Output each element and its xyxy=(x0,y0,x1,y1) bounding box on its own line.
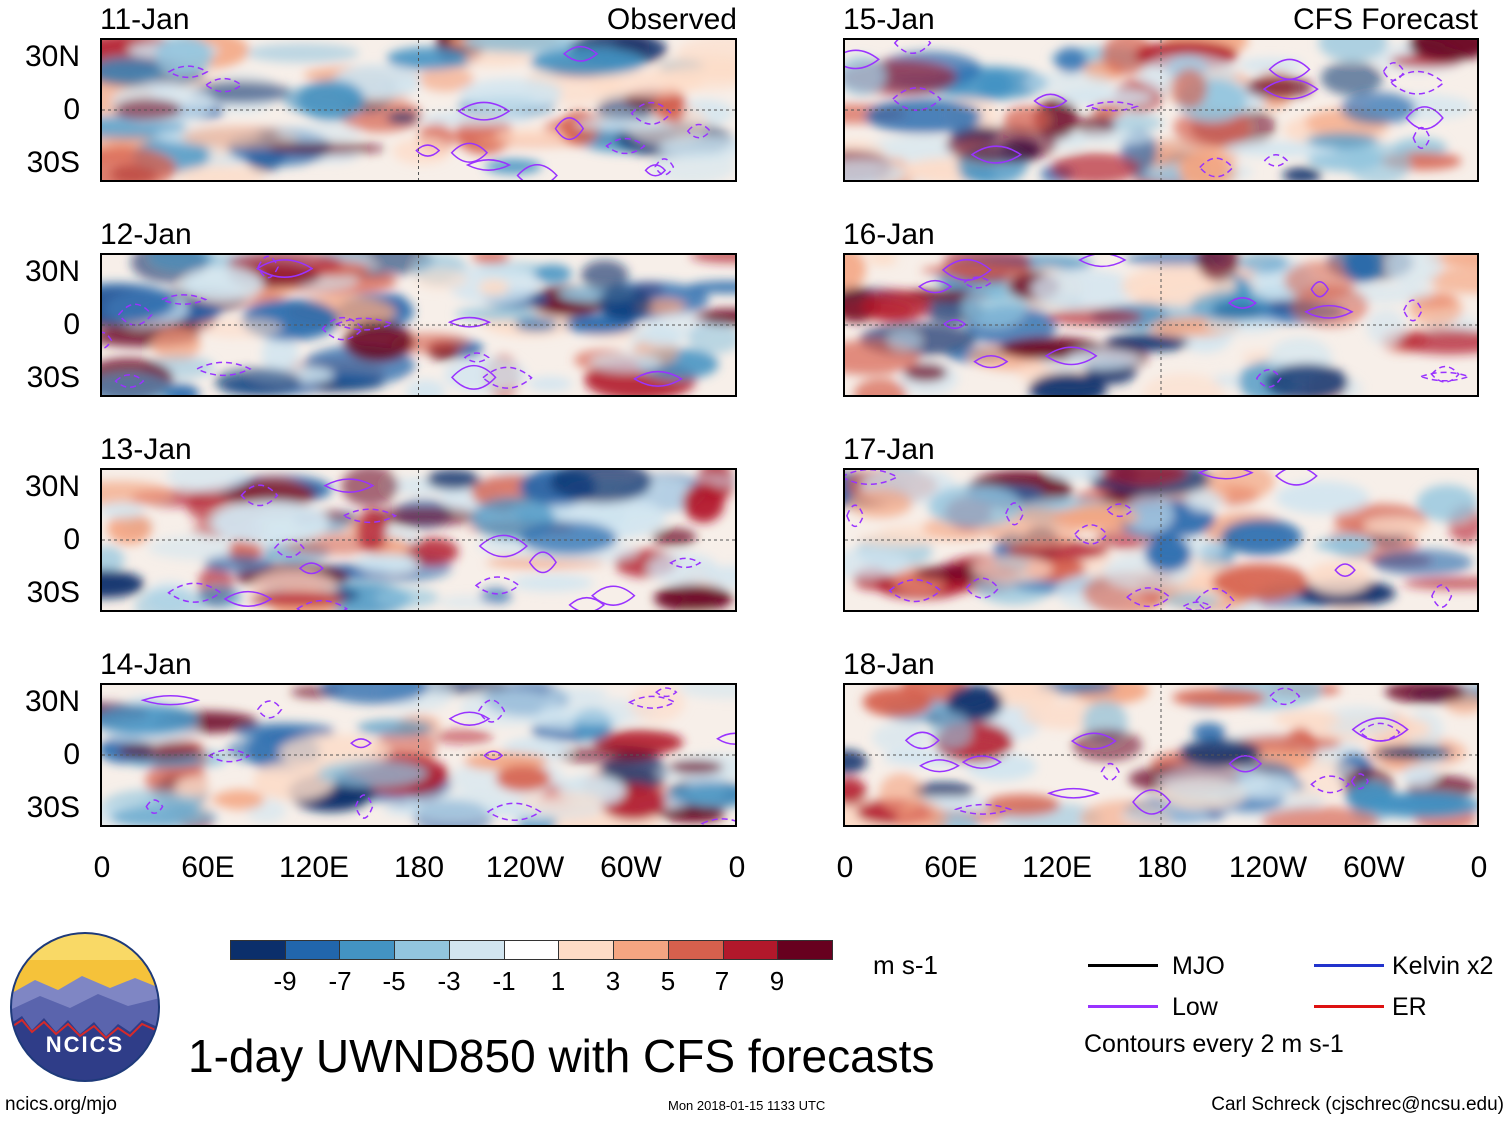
map-panel-15jan xyxy=(843,38,1479,182)
lat-label-30s: 30S xyxy=(26,791,80,824)
lat-label-30n: 30N xyxy=(24,255,80,288)
colorbar-label: -7 xyxy=(328,966,352,996)
map-panel-14jan xyxy=(100,683,737,827)
lat-label-0: 0 xyxy=(63,93,80,126)
lon-label-0: 0 xyxy=(836,851,854,884)
panel-date-15jan: 15-Jan xyxy=(843,3,935,36)
lat-label-30s: 30S xyxy=(26,146,80,179)
lon-label-60w: 60W xyxy=(600,851,662,884)
lon-label-0: 0 xyxy=(93,851,111,884)
map-panel-11jan xyxy=(100,38,737,182)
lon-label-120e: 120E xyxy=(278,851,350,884)
lat-label-30n: 30N xyxy=(24,470,80,503)
colorbar-swatch xyxy=(394,940,450,960)
wind-anomaly-field xyxy=(102,685,735,825)
legend-label-mjo: MJO xyxy=(1172,952,1225,980)
map-panel-16jan xyxy=(843,253,1479,397)
lat-label-30s: 30S xyxy=(26,361,80,394)
lat-label-0: 0 xyxy=(63,308,80,341)
lat-label-0: 0 xyxy=(63,738,80,771)
colorbar-label: 7 xyxy=(714,966,730,996)
colorbar-swatch xyxy=(284,940,341,960)
panel-source-observed: Observed xyxy=(606,3,737,36)
legend-line-low xyxy=(1088,1005,1158,1008)
ncics-logo: NCICS xyxy=(10,932,160,1082)
legend-line-er xyxy=(1314,1005,1384,1008)
colorbar-label: -5 xyxy=(382,966,406,996)
ncics-logo-graphic xyxy=(10,932,160,1082)
lon-label-180: 180 xyxy=(1136,851,1188,884)
panel-date-12jan: 12-Jan xyxy=(100,218,192,251)
map-panel-13jan xyxy=(100,468,737,612)
lon-label-120w: 120W xyxy=(485,851,565,884)
lon-label-120e: 120E xyxy=(1021,851,1093,884)
colorbar-swatch xyxy=(230,940,286,960)
colorbar-label: 9 xyxy=(769,966,785,996)
footer-author: Carl Schreck (cjschrec@ncsu.edu) xyxy=(1211,1094,1504,1115)
lat-label-30s: 30S xyxy=(26,576,80,609)
colorbar-units: m s-1 xyxy=(873,950,938,980)
colorbar-swatch xyxy=(448,940,505,960)
colorbar-swatch xyxy=(777,940,833,960)
panel-source-forecast: CFS Forecast xyxy=(1292,3,1478,36)
colorbar-swatch xyxy=(503,940,560,960)
panel-date-17jan: 17-Jan xyxy=(843,433,935,466)
panel-date-13jan: 13-Jan xyxy=(100,433,192,466)
colorbar-label: 1 xyxy=(550,966,566,996)
wind-anomaly-field xyxy=(845,40,1477,180)
colorbar-label: -1 xyxy=(492,966,516,996)
panel-date-14jan: 14-Jan xyxy=(100,648,192,681)
wind-anomaly-field xyxy=(845,470,1477,610)
colorbar-swatch xyxy=(613,940,669,960)
lat-label-0: 0 xyxy=(63,523,80,556)
lon-label-180: 180 xyxy=(393,851,445,884)
legend-contour-note: Contours every 2 m s-1 xyxy=(1084,1030,1344,1058)
footer-url[interactable]: ncics.org/mjo xyxy=(5,1094,117,1115)
colorbar-swatch xyxy=(558,940,615,960)
colorbar-label: -3 xyxy=(437,966,461,996)
wind-anomaly-field xyxy=(102,255,735,395)
colorbar-label: -9 xyxy=(273,966,297,996)
colorbar-swatch xyxy=(667,940,724,960)
lon-label-60w: 60W xyxy=(1343,851,1405,884)
wind-anomaly-field xyxy=(845,685,1477,825)
map-panel-17jan xyxy=(843,468,1479,612)
lat-label-30n: 30N xyxy=(24,685,80,718)
colorbar-label: 5 xyxy=(660,966,676,996)
legend-label-er: ER xyxy=(1392,993,1427,1021)
map-panel-12jan xyxy=(100,253,737,397)
colorbar-swatch xyxy=(339,940,396,960)
lon-label-0: 0 xyxy=(728,851,746,884)
footer-timestamp: Mon 2018-01-15 1133 UTC xyxy=(668,1098,826,1113)
wind-anomaly-field xyxy=(845,255,1477,395)
ncics-logo-text: NCICS xyxy=(45,1032,125,1057)
lon-label-120w: 120W xyxy=(1228,851,1308,884)
lon-label-60e: 60E xyxy=(924,851,978,884)
wind-anomaly-field xyxy=(102,470,735,610)
lat-label-30n: 30N xyxy=(24,40,80,73)
panel-date-11jan: 11-Jan xyxy=(100,3,190,36)
legend-line-mjo xyxy=(1088,964,1158,967)
panel-date-18jan: 18-Jan xyxy=(843,648,935,681)
wind-anomaly-field xyxy=(102,40,735,180)
map-panel-18jan xyxy=(843,683,1479,827)
legend-line-kelvin xyxy=(1314,964,1384,967)
colorbar-swatch xyxy=(722,940,779,960)
lon-label-0: 0 xyxy=(1470,851,1488,884)
panel-date-16jan: 16-Jan xyxy=(843,218,935,251)
colorbar-label: 3 xyxy=(605,966,621,996)
legend-label-kelvin: Kelvin x2 xyxy=(1392,952,1494,980)
legend-label-low: Low xyxy=(1172,993,1218,1021)
figure-title: 1-day UWND850 with CFS forecasts xyxy=(188,1030,935,1082)
lon-label-60e: 60E xyxy=(181,851,235,884)
